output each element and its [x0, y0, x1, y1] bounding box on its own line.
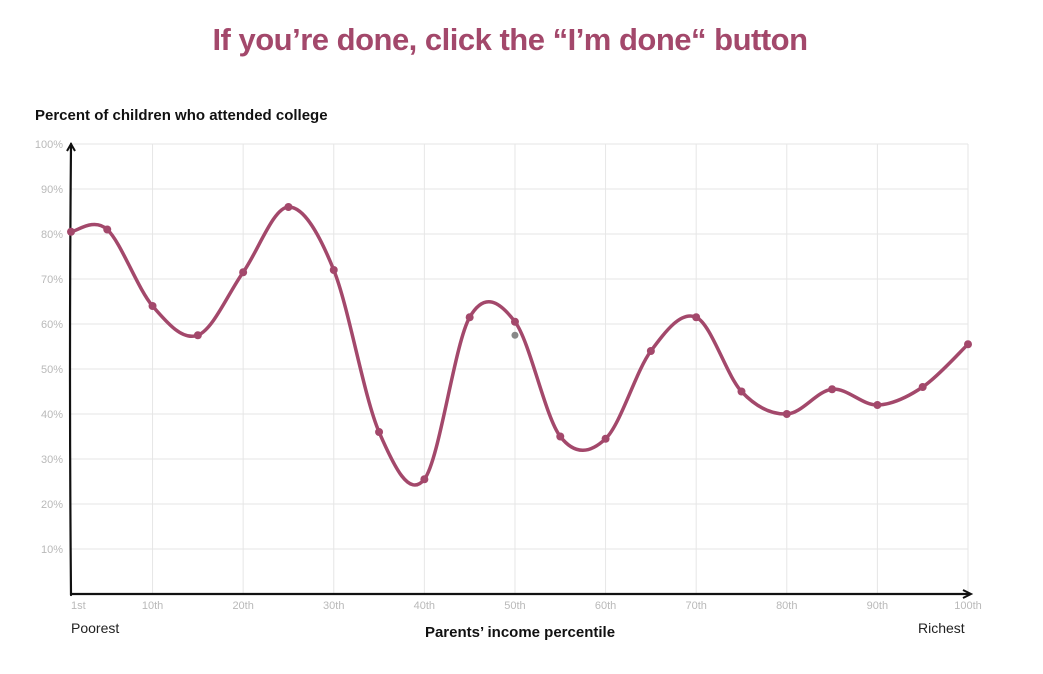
y-tick-label: 70%: [41, 274, 63, 286]
x-tick-label: 40th: [414, 600, 435, 612]
y-tick-label: 60%: [41, 319, 63, 331]
y-tick-label: 80%: [41, 229, 63, 241]
x-tick-label: 10th: [142, 600, 163, 612]
series-point[interactable]: [103, 225, 112, 234]
y-tick-label: 20%: [41, 499, 63, 511]
x-axis-line: [69, 591, 972, 596]
x-axis-left-end-label: Poorest: [71, 620, 120, 636]
y-tick-label: 90%: [41, 184, 63, 196]
series-point[interactable]: [737, 387, 746, 396]
series-point[interactable]: [420, 475, 429, 484]
series-point[interactable]: [67, 227, 75, 236]
series-point[interactable]: [465, 313, 474, 322]
series-point[interactable]: [148, 302, 157, 310]
series-point[interactable]: [375, 428, 384, 436]
y-tick-label: 40%: [41, 409, 63, 421]
y-axis-label: Percent of children who attended college: [35, 107, 328, 124]
x-tick-label: 20th: [232, 600, 253, 612]
x-axis-arrow-icon: [962, 589, 974, 599]
axes: [66, 141, 974, 599]
series-line[interactable]: [69, 205, 970, 487]
x-tick-label: 30th: [323, 600, 344, 612]
x-tick-label: 60th: [595, 600, 616, 612]
x-tick-label: 90th: [867, 600, 888, 612]
reference-point: [511, 331, 519, 339]
series-point[interactable]: [510, 317, 519, 326]
x-axis-right-end-label: Richest: [918, 620, 965, 636]
series-layer[interactable]: [67, 203, 972, 487]
series-point[interactable]: [601, 434, 610, 443]
series-point[interactable]: [284, 203, 293, 211]
series-point[interactable]: [964, 340, 972, 349]
x-tick-label: 50th: [504, 600, 525, 612]
instruction-title: If you’re done, click the “I’m done“ but…: [212, 22, 808, 57]
x-tick-label: 1st: [71, 600, 86, 612]
series-point[interactable]: [556, 432, 565, 441]
x-tick-label: 80th: [776, 600, 797, 612]
y-tick-label: 100%: [35, 139, 63, 151]
y-axis-arrow-icon: [66, 141, 76, 152]
series-point[interactable]: [782, 410, 791, 418]
x-axis-label: Parents’ income percentile: [424, 624, 616, 641]
x-tick-label: 100th: [954, 600, 982, 612]
x-tick-label: 70th: [685, 600, 706, 612]
series-point[interactable]: [828, 385, 837, 394]
series-point[interactable]: [692, 313, 701, 322]
series-point[interactable]: [873, 401, 882, 409]
y-axis-line: [68, 142, 73, 597]
y-tick-label: 10%: [41, 544, 63, 556]
series-point[interactable]: [193, 331, 202, 340]
series-point[interactable]: [239, 268, 248, 277]
series-point[interactable]: [329, 266, 338, 274]
y-tick-label: 30%: [41, 454, 63, 466]
tick-labels: 10% 20% 30% 40% 50% 60% 70% 80% 90% 100% 1st 10th 20…: [35, 139, 982, 612]
grid-lines: [71, 143, 969, 594]
series-point[interactable]: [918, 383, 927, 391]
y-tick-label: 50%: [41, 364, 63, 376]
series-point[interactable]: [646, 347, 655, 355]
